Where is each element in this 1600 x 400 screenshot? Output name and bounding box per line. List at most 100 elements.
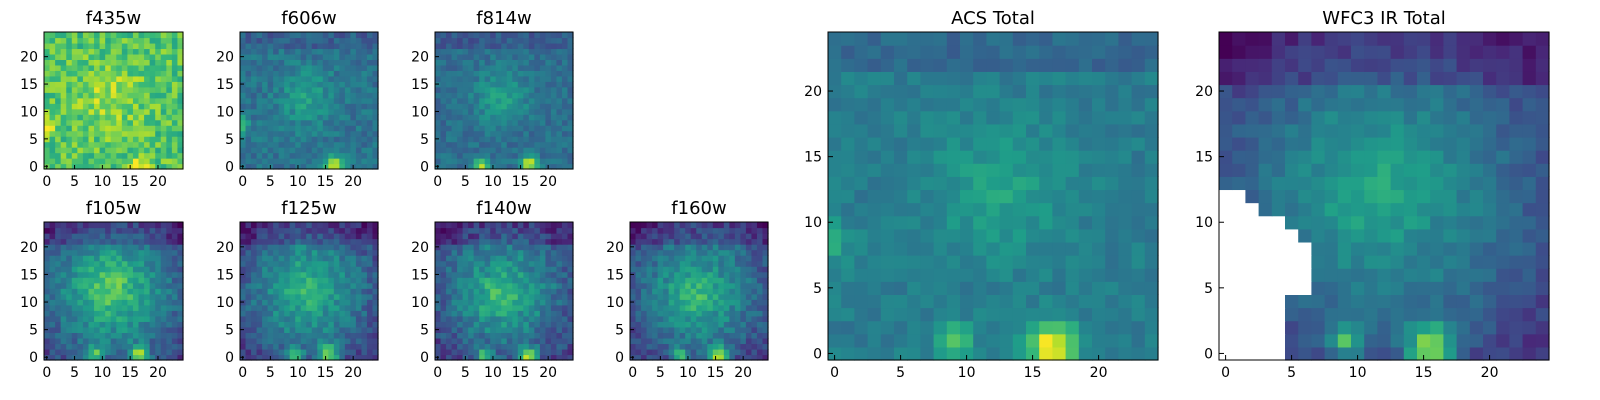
heatmap-cell [528,282,535,289]
heatmap-cell [366,53,374,60]
heatmap-cell [245,147,252,154]
heatmap-cell [479,64,486,71]
x-tick-label: 10 [93,365,111,381]
y-tick-label: 10 [411,295,429,311]
heatmap-cell [701,310,708,317]
heatmap-cell [328,81,335,88]
heatmap-cell [166,348,173,356]
heatmap-cell [523,271,530,278]
heatmap-cell [561,141,569,148]
heatmap-cell [468,288,475,295]
heatmap-cell [567,288,574,295]
heatmap-cell [517,81,524,88]
heatmap-cell [344,108,351,115]
heatmap-cell [880,176,895,191]
heatmap-cell [534,321,541,328]
heatmap-cell [171,147,179,154]
heatmap-cell [446,42,453,50]
heatmap-cell [245,163,252,170]
heatmap-cell [462,130,469,137]
heatmap-cell [517,37,524,44]
heatmap-cell [490,141,497,148]
heatmap-cell [355,332,363,339]
heatmap-cell [440,233,447,240]
heatmap-cell [999,163,1014,177]
heatmap-cell [355,348,363,356]
heatmap-cell [440,163,447,170]
heatmap-cell [462,86,469,93]
heatmap-cell [177,103,184,110]
heatmap-cell [333,141,340,148]
panel-title: f814w [476,8,531,29]
heatmap-cell [641,321,648,328]
heatmap-cell [300,75,307,82]
heatmap-cell [256,315,263,322]
heatmap-cell [66,255,73,262]
heatmap-cell [479,354,486,361]
heatmap-cell [99,348,106,356]
heatmap-cell [756,260,764,267]
heatmap-cell [49,222,56,229]
heatmap-cell [506,75,513,82]
heatmap-cell [506,48,513,55]
heatmap-cell [267,147,274,154]
heatmap-cell [751,288,758,295]
heatmap-cell [1065,281,1080,295]
heatmap-cell [712,293,719,300]
heatmap-cell [82,315,90,322]
heatmap-cell [484,32,491,39]
heatmap-cell [132,343,140,350]
heatmap-cell [534,125,541,132]
heatmap-cell [440,141,447,148]
heatmap-cell [440,326,447,333]
heatmap-cell [160,354,167,361]
heatmap-cell [440,48,447,55]
heatmap-cell [657,282,664,289]
heatmap-cell [1118,281,1133,295]
heatmap-cell [561,70,569,77]
heatmap-cell [561,277,569,284]
heatmap-cell [556,310,563,317]
heatmap-cell [567,244,574,251]
heatmap-cell [121,277,128,284]
heatmap-cell [289,125,296,132]
heatmap-cell [171,337,179,345]
heatmap-cell [322,244,329,251]
heatmap-cell [545,92,552,99]
heatmap-cell [372,108,379,115]
heatmap-cell [155,147,162,154]
heatmap-cell [933,281,948,295]
heatmap-cell [756,321,764,328]
heatmap-cell [88,227,95,234]
heatmap-cell [99,260,106,267]
heatmap-cell [105,97,112,104]
heatmap-cell [718,222,725,229]
heatmap-cell [1039,307,1053,322]
heatmap-cell [1118,163,1133,177]
heatmap-cell [88,343,95,350]
heatmap-cell [322,108,329,115]
heatmap-cell [539,249,546,256]
heatmap-cell [539,152,546,159]
heatmap-cell [311,37,318,44]
heatmap-cell [534,92,541,99]
y-tick-label: 10 [216,104,234,120]
heatmap-cell [116,249,123,256]
heatmap-cell [71,59,78,66]
heatmap-cell [545,249,552,256]
heatmap-cell [121,119,128,126]
heatmap-cell [251,158,258,165]
heatmap-cell [729,354,736,361]
heatmap-cell [528,310,535,317]
heatmap-cell [1039,294,1053,309]
heatmap-cell [652,271,659,278]
heatmap-cell [344,81,351,88]
heatmap-cell [105,304,112,311]
heatmap-cell [361,315,368,322]
heatmap-cell [561,53,569,60]
heatmap-cell [256,354,263,361]
heatmap-cell [273,152,280,159]
heatmap-cell [105,282,112,289]
heatmap-cell [468,152,475,159]
heatmap-cell [696,332,703,339]
